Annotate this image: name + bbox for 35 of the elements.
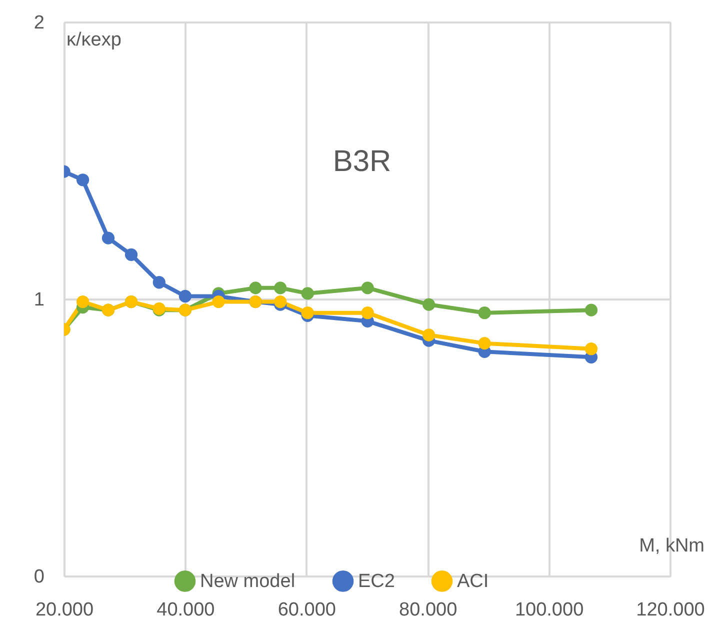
x-tick-label: 20.000	[35, 600, 94, 620]
point	[178, 290, 192, 303]
text: B3R	[332, 145, 392, 178]
legend-label: ACI	[457, 571, 489, 592]
point	[361, 282, 374, 294]
x-tick-label: 80.000	[399, 600, 458, 620]
point	[249, 282, 262, 294]
point	[152, 276, 166, 289]
x-tick-label: 40.000	[156, 600, 215, 620]
point	[422, 298, 436, 311]
point	[361, 306, 374, 320]
point	[274, 295, 287, 308]
x-tick-label: 100.000	[514, 600, 584, 620]
y-tick-label: 1	[34, 290, 44, 310]
point	[76, 174, 90, 186]
point	[478, 337, 491, 350]
point	[584, 304, 598, 316]
point	[301, 287, 314, 300]
y-tick-label: 2	[34, 12, 44, 34]
point	[301, 306, 314, 320]
point	[478, 306, 491, 320]
x-tick-label: 120.000	[636, 600, 705, 620]
x-axis-title: M, kNm	[639, 536, 704, 556]
y-tick-label: 0	[34, 566, 44, 588]
point	[422, 328, 436, 342]
point	[274, 282, 287, 294]
x-tick-label: 60.000	[278, 600, 336, 620]
point	[124, 248, 138, 261]
point	[76, 295, 90, 308]
legend-label: New model	[200, 571, 296, 592]
point	[584, 342, 598, 356]
y-axis-title: κ/κexp	[66, 30, 122, 50]
point	[102, 232, 115, 244]
point	[212, 295, 225, 308]
legend-label: EC2	[358, 571, 395, 592]
